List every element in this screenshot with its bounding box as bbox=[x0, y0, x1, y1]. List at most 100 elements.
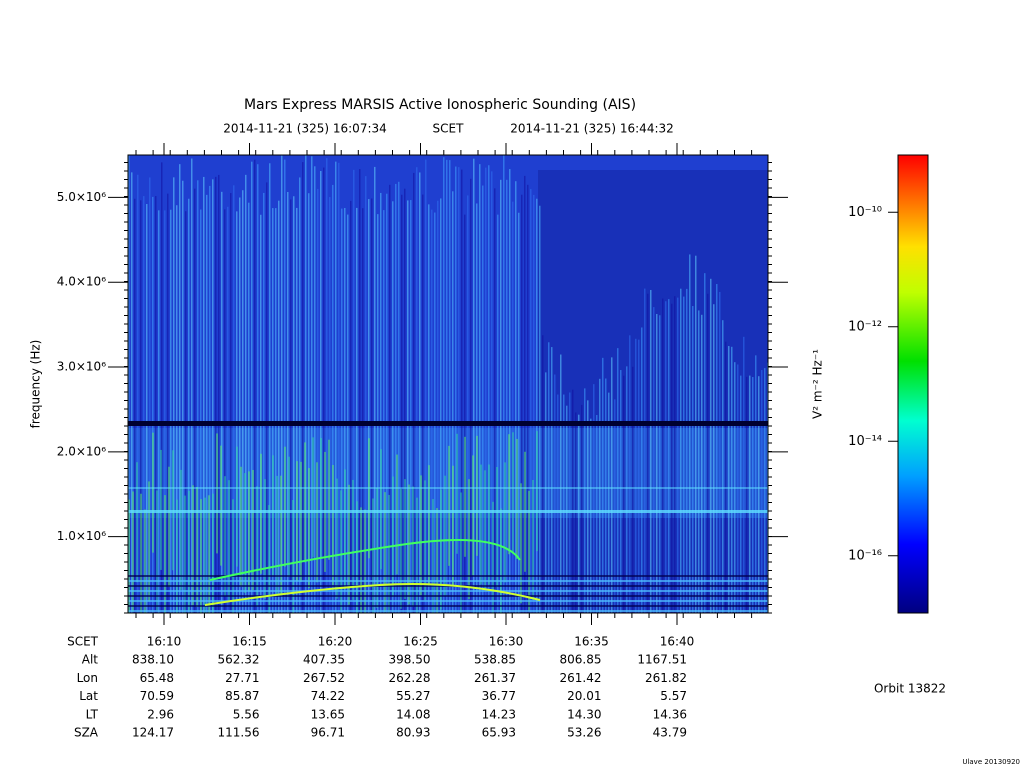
colorbar bbox=[897, 154, 929, 614]
spectrogram-stripe bbox=[328, 439, 330, 560]
ephemeris-value: 1167.51 bbox=[637, 653, 687, 667]
spectrogram-stripe bbox=[167, 193, 169, 613]
spectrogram-stripe bbox=[176, 205, 178, 613]
spectrogram-stripe bbox=[467, 195, 469, 613]
spectrogram-stripe bbox=[635, 338, 637, 613]
spectrogram-stripe bbox=[716, 284, 718, 613]
spectrogram-stripe bbox=[302, 162, 304, 613]
spectrogram-stripe bbox=[140, 200, 142, 613]
spectrogram-stripe bbox=[404, 479, 406, 600]
ephemeris-label: Lat bbox=[79, 689, 98, 703]
ephemeris-value: 74.22 bbox=[311, 689, 345, 703]
spectrogram-stripe bbox=[404, 188, 406, 613]
spectrogram-trace bbox=[204, 583, 541, 606]
spectrogram-stripe bbox=[290, 199, 292, 613]
x-tick-label: 16:10 bbox=[147, 635, 182, 649]
spectrogram-stripe bbox=[515, 181, 517, 613]
spectrogram-stripe bbox=[184, 495, 186, 613]
spectrogram-stripe bbox=[236, 446, 238, 567]
spectrogram-stripe bbox=[350, 200, 352, 613]
spectrogram-stripe bbox=[491, 171, 493, 613]
spectrogram-stripe bbox=[317, 188, 319, 613]
ephemeris-value: 2.96 bbox=[147, 707, 174, 721]
spectrogram-stripe bbox=[605, 378, 607, 613]
spectrogram-stripe bbox=[731, 346, 733, 613]
spectrogram-stripe bbox=[461, 169, 463, 613]
spectrogram-stripe bbox=[326, 158, 328, 613]
spectrogram-stripe bbox=[204, 497, 206, 613]
ephemeris-value: 261.37 bbox=[474, 671, 516, 685]
spectrogram-stripe bbox=[500, 179, 502, 613]
spectrogram-stripe bbox=[260, 214, 262, 613]
spectrogram-stripe bbox=[383, 210, 385, 613]
spectrogram-stripe bbox=[677, 297, 679, 613]
spectrogram-stripe bbox=[164, 210, 166, 613]
spectrogram-stripe bbox=[644, 288, 646, 613]
spectrogram-stripe bbox=[288, 456, 290, 577]
spectrogram-stripe bbox=[144, 509, 146, 613]
spectrogram-stripe bbox=[407, 200, 409, 613]
spectrogram-stripe bbox=[521, 194, 523, 613]
spectrogram-stripe bbox=[272, 208, 274, 613]
spectrogram-stripe bbox=[240, 466, 242, 587]
spectrogram-stripe bbox=[492, 501, 494, 613]
spectrogram-stripe bbox=[470, 178, 472, 613]
spectrogram-stripe bbox=[164, 495, 166, 613]
spectrogram-band bbox=[128, 510, 768, 513]
spectrogram-stripe bbox=[284, 159, 286, 613]
spectrogram-band bbox=[128, 580, 768, 582]
spectrogram-stripe bbox=[460, 492, 462, 613]
spectrogram-stripe bbox=[344, 207, 346, 613]
spectrogram-stripe bbox=[228, 480, 230, 601]
spectrogram-stripe bbox=[386, 193, 388, 613]
spectrogram-stripe bbox=[360, 507, 362, 613]
spectrogram-stripe bbox=[680, 288, 682, 613]
spectrogram-stripe bbox=[512, 201, 514, 613]
spectrogram-stripe bbox=[647, 293, 649, 613]
spectrogram-stripe bbox=[401, 194, 403, 613]
spectrogram-stripe bbox=[683, 296, 685, 613]
spectrogram-stripe bbox=[575, 412, 577, 613]
spectrogram-stripe bbox=[280, 475, 282, 596]
ephemeris-value: 5.57 bbox=[660, 689, 687, 703]
spectrogram-stripe bbox=[278, 200, 280, 613]
ephemeris-label: LT bbox=[86, 707, 99, 721]
spectrogram-stripe bbox=[506, 179, 508, 613]
spectrogram-stripe bbox=[332, 464, 334, 585]
spectrogram-stripe bbox=[432, 499, 434, 613]
spectrogram-stripe bbox=[134, 198, 136, 613]
spectrogram-stripe bbox=[293, 196, 295, 613]
ephemeris-value: 262.28 bbox=[389, 671, 431, 685]
spectrogram-stripe bbox=[444, 475, 446, 596]
spectrogram-stripe bbox=[284, 446, 286, 567]
spectrogram-stripe bbox=[364, 509, 366, 613]
spectrogram-stripe bbox=[416, 167, 418, 613]
ephemeris-value: 13.65 bbox=[311, 707, 345, 721]
y-tick-label: 3.0×10⁶ bbox=[57, 360, 106, 374]
spectrogram-band bbox=[128, 595, 768, 597]
spectrogram-stripe bbox=[170, 209, 172, 613]
spectrogram-stripe bbox=[215, 176, 217, 613]
spectrogram-stripe bbox=[312, 437, 314, 558]
spectrogram-stripe bbox=[611, 357, 613, 613]
spectrogram-stripe bbox=[413, 172, 415, 613]
spectrogram-stripe bbox=[236, 211, 238, 613]
spectrogram-stripe bbox=[335, 161, 337, 613]
x-tick-label: 16:20 bbox=[318, 635, 353, 649]
spectrogram-stripe bbox=[341, 208, 343, 613]
spectrogram-stripe bbox=[623, 375, 625, 613]
spectrogram-stripe bbox=[668, 299, 670, 613]
spectrogram-stripe bbox=[665, 301, 667, 613]
spectrogram-stripe bbox=[400, 488, 402, 609]
ephemeris-label: SCET bbox=[67, 635, 99, 649]
spectrogram-stripe bbox=[353, 169, 355, 613]
spectrogram-stripe bbox=[372, 498, 374, 613]
spectrogram-stripe bbox=[152, 196, 154, 613]
spectrogram-stripe bbox=[329, 197, 331, 613]
spectrogram-stripe bbox=[626, 366, 628, 613]
ephemeris-value: 838.10 bbox=[132, 653, 174, 667]
spectrogram-stripe bbox=[419, 172, 421, 613]
spectrogram-stripe bbox=[761, 370, 763, 613]
spectrogram-stripe bbox=[374, 166, 376, 613]
spectrogram-stripe bbox=[503, 155, 505, 613]
